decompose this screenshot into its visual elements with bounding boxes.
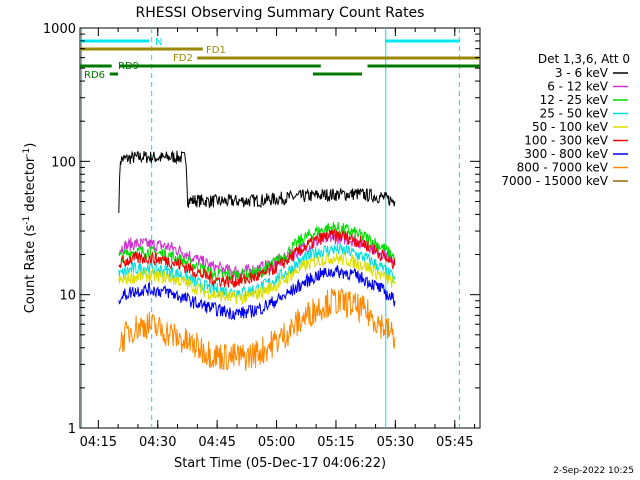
night-flag-label: N [155, 37, 162, 48]
rd6-flag-label: RD6 [84, 70, 105, 81]
y-tick-label: 10 [59, 289, 76, 304]
series-line [118, 150, 396, 214]
legend-label: 100 - 300 keV [524, 134, 608, 148]
rd9-flag-label: RD9 [118, 61, 139, 72]
legend-label: 6 - 12 keV [547, 80, 609, 94]
vertical-markers [81, 28, 460, 428]
legend-label: 12 - 25 keV [540, 93, 609, 107]
x-axis-label: Start Time (05-Dec-17 04:06:22) [174, 456, 386, 471]
x-axis: 04:15 04:30 04:45 05:00 05:15 05:30 05:45 [80, 28, 476, 450]
plot-area [79, 27, 481, 429]
series-group [118, 150, 396, 372]
fd2-flag-label: FD2 [173, 53, 193, 64]
legend-title: Det 1,3,6, Att 0 [538, 52, 630, 66]
y-tick-label: 100 [51, 155, 76, 170]
x-tick-label: 04:45 [198, 435, 235, 450]
x-tick-label: 05:00 [258, 435, 295, 450]
x-tick-label: 04:30 [139, 435, 176, 450]
series-line [118, 221, 396, 284]
y-tick-label: 1000 [43, 22, 76, 37]
legend-label: 50 - 100 keV [532, 120, 609, 134]
series-line [118, 242, 396, 300]
plot-frame [79, 27, 481, 429]
x-tick-label: 05:15 [317, 435, 354, 450]
legend-label: 300 - 800 keV [524, 147, 608, 161]
y-tick-label: 1 [68, 422, 76, 437]
x-tick-label: 04:15 [80, 435, 117, 450]
series-line [118, 288, 396, 372]
chart-title: RHESSI Observing Summary Count Rates [136, 5, 425, 21]
flag-bars: N FD1 FD2 RD9 RD6 [80, 37, 480, 81]
series-line [118, 232, 396, 278]
legend-label: 25 - 50 keV [540, 107, 609, 121]
y-axis-label: Count Rate (s-1 detector-1) [22, 143, 38, 314]
series-line [118, 265, 396, 321]
series-line [118, 251, 396, 305]
legend-label: 800 - 7000 keV [517, 161, 609, 175]
x-tick-label: 05:45 [436, 435, 473, 450]
fd1-flag-label: FD1 [206, 45, 226, 56]
legend-label: 7000 - 15000 keV [501, 174, 608, 188]
footer-date: 2-Sep-2022 10:25 [553, 466, 634, 476]
y-axis: 1 10 100 1000 [43, 22, 480, 437]
series-line [118, 228, 396, 289]
x-tick-label: 05:30 [377, 435, 414, 450]
legend-label: 3 - 6 keV [555, 66, 609, 80]
